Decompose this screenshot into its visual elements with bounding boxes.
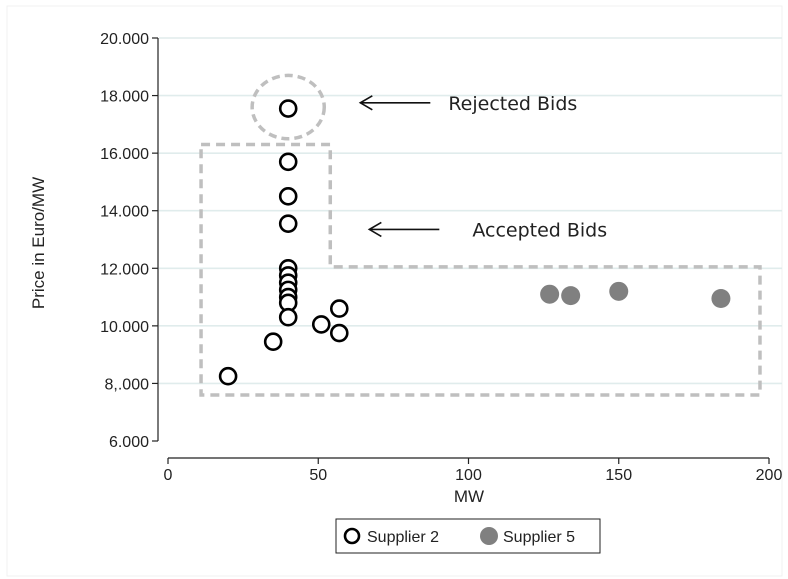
x-tick-label-2: 100 bbox=[455, 467, 482, 484]
y-tick-label-3: 12.000 bbox=[100, 261, 149, 278]
legend-box bbox=[335, 518, 601, 554]
point-series-2-3 bbox=[711, 289, 731, 309]
legend-marker-supplier-5 bbox=[480, 527, 498, 545]
x-axis-title: MW bbox=[454, 487, 484, 506]
highlight-regions bbox=[199, 73, 762, 397]
point-series-1-12 bbox=[329, 299, 349, 318]
point-series-1-11 bbox=[311, 315, 331, 334]
accepted-bids-region bbox=[199, 142, 762, 397]
y-tick-label-0: 6.000 bbox=[109, 434, 149, 451]
point-series-1-13 bbox=[329, 323, 349, 343]
y-tick-label-6: 18.000 bbox=[100, 89, 149, 106]
legend-label-supplier-5: Supplier 5 bbox=[503, 529, 575, 546]
axes: 6.000 8,.000 10.000 12.000 14.000 16.000 18.00… bbox=[100, 31, 782, 484]
point-series-1-0 bbox=[278, 99, 298, 118]
y-tick-label-4: 14.000 bbox=[100, 204, 149, 221]
point-series-2-2 bbox=[609, 281, 629, 301]
y-tick-label-2: 10.000 bbox=[100, 319, 149, 336]
point-series-1-10 bbox=[278, 307, 298, 327]
rejected-bids-ellipse bbox=[250, 73, 327, 141]
legend-marker-supplier-2 bbox=[343, 527, 361, 545]
y-tick-label-5: 16.000 bbox=[100, 146, 149, 163]
y-axis-title: Price in Euro/MW bbox=[29, 177, 48, 309]
annotation-arrow-head-0 bbox=[358, 95, 373, 111]
point-series-2-0 bbox=[540, 284, 560, 304]
point-series-1-14 bbox=[263, 332, 283, 351]
data-points bbox=[218, 99, 731, 386]
annotations: Rejected Bids Accepted Bids bbox=[358, 93, 607, 241]
legend: Supplier 2 Supplier 5 bbox=[335, 518, 601, 554]
x-tick-label-0: 0 bbox=[164, 467, 173, 484]
point-series-1-2 bbox=[278, 187, 298, 206]
plot-outer-border bbox=[6, 5, 783, 577]
gridlines bbox=[159, 37, 782, 385]
annotation-arrow-head-1 bbox=[367, 221, 382, 238]
point-series-1-3 bbox=[278, 214, 298, 233]
annotation-label-0: Rejected Bids bbox=[448, 93, 577, 115]
x-tick-label-3: 150 bbox=[605, 467, 632, 484]
point-series-1-15 bbox=[218, 366, 238, 386]
y-tick-label-7: 20.000 bbox=[100, 31, 149, 48]
point-series-2-1 bbox=[561, 286, 581, 306]
point-series-1-1 bbox=[278, 152, 298, 172]
x-tick-label-1: 50 bbox=[309, 467, 327, 484]
annotation-label-1: Accepted Bids bbox=[472, 219, 607, 241]
legend-label-supplier-2: Supplier 2 bbox=[367, 529, 439, 546]
y-tick-label-1: 8,.000 bbox=[105, 376, 150, 393]
x-tick-label-4: 200 bbox=[756, 467, 783, 484]
